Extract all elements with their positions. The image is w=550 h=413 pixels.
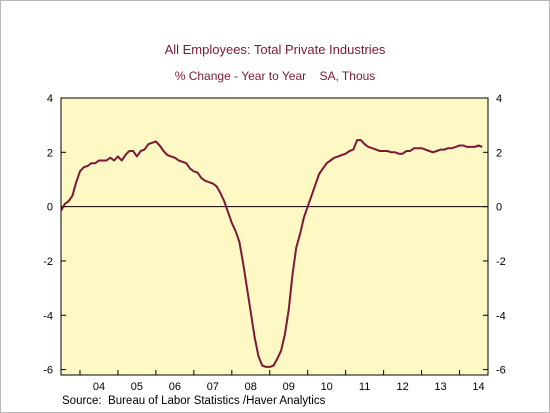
y-tick-label-right: 0 — [496, 202, 502, 214]
left-y-axis: -6 -4 -2 0 2 4 — [43, 93, 66, 377]
y-tick-label-right: 2 — [496, 147, 502, 159]
series-line — [60, 139, 483, 368]
y-tick-label-left: 4 — [47, 93, 53, 105]
x-tick-label: 05 — [131, 381, 143, 393]
x-tick-label: 13 — [434, 381, 446, 393]
y-tick-label-left: -6 — [43, 365, 53, 377]
right-y-axis: -6 -4 -2 0 2 4 — [483, 93, 506, 377]
x-tick-label: 10 — [321, 381, 333, 393]
x-tick-label: 06 — [169, 381, 181, 393]
x-tick-label: 14 — [472, 381, 484, 393]
y-tick-label-right: -2 — [496, 256, 506, 268]
y-tick-label-right: -6 — [496, 365, 506, 377]
y-tick-label-left: -4 — [43, 310, 53, 322]
y-tick-label-left: 2 — [47, 147, 53, 159]
y-tick-label-right: -4 — [496, 310, 506, 322]
x-axis: 04 05 06 07 08 09 10 11 12 13 14 — [79, 370, 485, 393]
source-note: Source: Bureau of Labor Statistics /Have… — [62, 395, 326, 407]
x-tick-label: 11 — [359, 381, 370, 393]
y-tick-label-left: -2 — [43, 256, 53, 268]
x-tick-label: 07 — [207, 381, 219, 393]
x-tick-label: 12 — [396, 381, 408, 393]
x-tick-label: 09 — [283, 381, 295, 393]
y-tick-label-right: 4 — [496, 93, 502, 105]
chart-title: All Employees: Total Private Industries — [165, 42, 386, 57]
plot-area — [60, 97, 489, 376]
y-tick-label-left: 0 — [47, 202, 53, 214]
x-tick-label: 08 — [245, 381, 257, 393]
x-tick-label: 04 — [93, 381, 105, 393]
chart-subtitle: % Change - Year to Year SA, Thous — [175, 69, 376, 83]
